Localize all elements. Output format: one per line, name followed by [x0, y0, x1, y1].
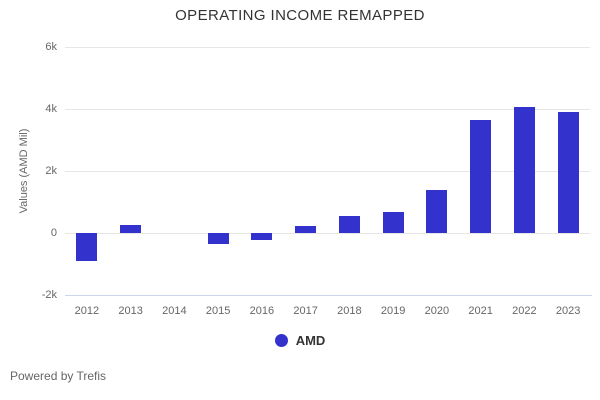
bar-2021[interactable] — [470, 119, 492, 233]
y-tick-6k: 6k — [45, 41, 57, 53]
y-tick-0: 0 — [50, 227, 57, 239]
x-tick-2019: 2019 — [380, 305, 406, 317]
x-tick-2020: 2020 — [424, 305, 450, 317]
legend-series-label: AMD — [295, 333, 326, 348]
bar-2020[interactable] — [426, 189, 448, 233]
gridline-6k — [65, 47, 590, 48]
gridline-0 — [65, 233, 590, 234]
bar-2013[interactable] — [120, 224, 142, 233]
y-tick-4k: 4k — [45, 103, 57, 115]
x-tick-2023: 2023 — [555, 305, 581, 317]
gridline--2k — [65, 295, 592, 296]
x-tick-2015: 2015 — [205, 305, 231, 317]
x-tick-2017: 2017 — [293, 305, 318, 317]
bar-2023[interactable] — [557, 111, 579, 233]
x-tick-2012: 2012 — [74, 305, 100, 317]
x-tick-2021: 2021 — [468, 305, 493, 317]
x-tick-2016: 2016 — [249, 305, 275, 317]
bar-2019[interactable] — [382, 211, 404, 233]
gridline-4k — [65, 109, 590, 110]
bar-2022[interactable] — [513, 106, 535, 233]
x-tick-2018: 2018 — [337, 305, 362, 317]
chart-title: OPERATING INCOME REMAPPED — [175, 7, 425, 24]
bar-2012[interactable] — [76, 233, 98, 261]
legend-marker-circle — [274, 334, 288, 347]
x-tick-2013: 2013 — [118, 305, 143, 317]
x-tick-2014: 2014 — [162, 305, 187, 317]
legend-item-amd[interactable]: AMD — [274, 333, 326, 348]
gridline-2k — [65, 171, 590, 172]
bar-2016[interactable] — [251, 233, 273, 240]
x-tick-2022: 2022 — [512, 305, 537, 317]
y-tick-2k: 2k — [45, 165, 57, 177]
bar-2018[interactable] — [338, 216, 360, 233]
legend: AMD — [0, 333, 600, 348]
bar-2015[interactable] — [207, 233, 229, 245]
bar-2017[interactable] — [295, 225, 317, 233]
powered-by-trefis: Powered by Trefis — [10, 369, 107, 383]
y-tick--2k: -2k — [41, 289, 57, 301]
